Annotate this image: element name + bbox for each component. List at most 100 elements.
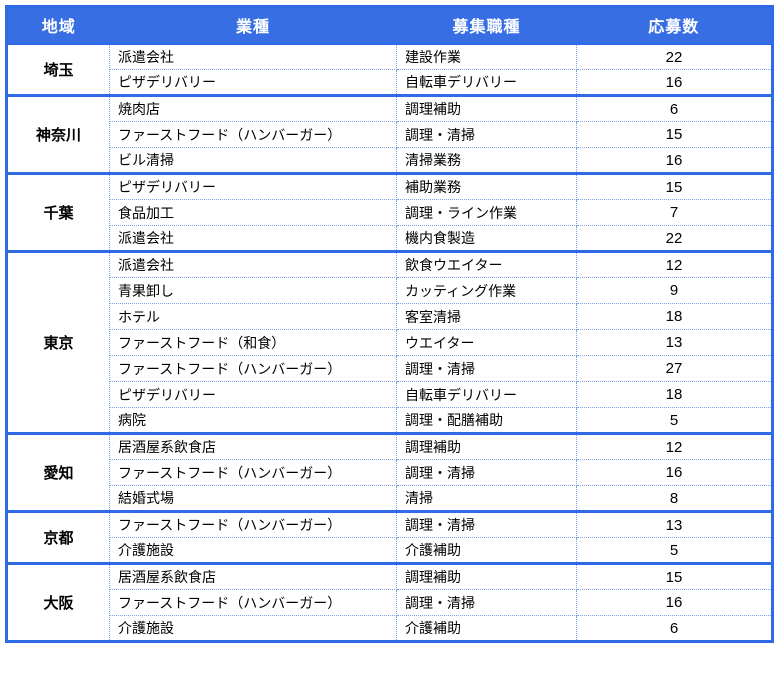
applications-cell: 15 [576,563,773,590]
applications-cell: 9 [576,277,773,304]
industry-cell: ファーストフード（ハンバーガー） [109,511,397,538]
job-type-cell: 調理・ライン作業 [396,199,577,226]
job-type-cell: 調理補助 [396,433,577,460]
job-type-cell: 調理・配膳補助 [396,407,577,434]
industry-cell: ファーストフード（和食） [109,329,397,356]
header-row: 地域 業種 募集職種 応募数 [6,6,773,44]
industry-cell: ピザデリバリー [109,381,397,408]
applications-cell: 13 [576,329,773,356]
header-region: 地域 [6,6,110,44]
job-type-cell: 建設作業 [396,43,577,70]
region-group: 大阪 居酒屋系飲食店 調理補助 15 ファーストフード（ハンバーガー） 調理・清掃 16 介護… [6,563,773,642]
industry-cell: 病院 [109,407,397,434]
table-row: 食品加工 調理・ライン作業 7 [7,199,773,226]
table-row: ファーストフード（和食） ウエイター 13 [7,329,773,356]
applications-cell: 7 [576,199,773,226]
job-type-cell: 飲食ウエイター [396,251,577,278]
region-cell: 東京 [6,251,110,434]
applications-cell: 15 [576,121,773,148]
table-row: ピザデリバリー 自転車デリバリー 16 [7,69,773,96]
header-applications: 応募数 [576,6,773,44]
table-row: ファーストフード（ハンバーガー） 調理・清掃 16 [7,459,773,486]
job-type-cell: 介護補助 [396,615,577,642]
table-row: 愛知 居酒屋系飲食店 調理補助 12 [6,433,773,512]
job-type-cell: 調理補助 [396,563,577,590]
job-type-cell: 調理・清掃 [396,121,577,148]
applications-cell: 16 [576,69,773,96]
table-row: 派遣会社 機内食製造 22 [7,225,773,252]
table-row: 神奈川 焼肉店 調理補助 6 [6,95,773,174]
industry-cell: 居酒屋系飲食店 [109,563,397,590]
job-type-cell: 補助業務 [396,173,577,200]
job-type-cell: カッティング作業 [396,277,577,304]
industry-cell: 食品加工 [109,199,397,226]
applications-table-wrap: 地域 業種 募集職種 応募数 埼玉 派遣会社 建設作業 22 ピザデリバリー 自転車デリバ… [5,5,774,643]
industry-cell: 青果卸し [109,277,397,304]
industry-cell: ファーストフード（ハンバーガー） [109,121,397,148]
job-type-cell: 調理・清掃 [396,355,577,382]
region-cell: 神奈川 [6,95,110,174]
table-row: 介護施設 介護補助 6 [7,615,773,642]
job-type-cell: 調理・清掃 [396,511,577,538]
industry-cell: 派遣会社 [109,43,397,70]
table-row: 青果卸し カッティング作業 9 [7,277,773,304]
applications-cell: 27 [576,355,773,382]
applications-table: 地域 業種 募集職種 応募数 埼玉 派遣会社 建設作業 22 ピザデリバリー 自転車デリバ… [5,5,774,643]
table-row: 千葉 ピザデリバリー 補助業務 15 [6,173,773,252]
table-row: ファーストフード（ハンバーガー） 調理・清掃 15 [7,121,773,148]
table-row: ファーストフード（ハンバーガー） 調理・清掃 16 [7,589,773,616]
applications-cell: 22 [576,225,773,252]
job-type-cell: 自転車デリバリー [396,69,577,96]
job-type-cell: 客室清掃 [396,303,577,330]
region-cell: 京都 [6,511,110,564]
region-group: 千葉 ピザデリバリー 補助業務 15 食品加工 調理・ライン作業 7 派遣会社 機内食製造 22 [6,173,773,252]
applications-cell: 6 [576,95,773,122]
industry-cell: 結婚式場 [109,485,397,512]
applications-cell: 6 [576,615,773,642]
job-type-cell: 調理・清掃 [396,589,577,616]
job-type-cell: 介護補助 [396,537,577,564]
table-row: ホテル 客室清掃 18 [7,303,773,330]
region-cell: 千葉 [6,173,110,252]
industry-cell: ピザデリバリー [109,173,397,200]
region-group: 埼玉 派遣会社 建設作業 22 ピザデリバリー 自転車デリバリー 16 [6,43,773,96]
table-row: 結婚式場 清掃 8 [7,485,773,512]
job-type-cell: 清掃 [396,485,577,512]
applications-cell: 16 [576,459,773,486]
industry-cell: ファーストフード（ハンバーガー） [109,355,397,382]
applications-cell: 13 [576,511,773,538]
applications-cell: 5 [576,407,773,434]
applications-cell: 18 [576,381,773,408]
table-row: 大阪 居酒屋系飲食店 調理補助 15 [6,563,773,642]
region-cell: 埼玉 [6,43,110,96]
industry-cell: 居酒屋系飲食店 [109,433,397,460]
applications-cell: 8 [576,485,773,512]
job-type-cell: 清掃業務 [396,147,577,174]
applications-cell: 16 [576,147,773,174]
industry-cell: 介護施設 [109,615,397,642]
job-type-cell: 機内食製造 [396,225,577,252]
table-row: 埼玉 派遣会社 建設作業 22 [6,43,773,96]
job-type-cell: ウエイター [396,329,577,356]
applications-cell: 22 [576,43,773,70]
industry-cell: 派遣会社 [109,251,397,278]
industry-cell: ビル清掃 [109,147,397,174]
region-group: 京都 ファーストフード（ハンバーガー） 調理・清掃 13 介護施設 介護補助 5 [6,511,773,564]
header-industry: 業種 [109,6,397,44]
job-type-cell: 調理・清掃 [396,459,577,486]
applications-cell: 18 [576,303,773,330]
table-row: 介護施設 介護補助 5 [7,537,773,564]
industry-cell: 派遣会社 [109,225,397,252]
applications-cell: 16 [576,589,773,616]
job-type-cell: 調理補助 [396,95,577,122]
industry-cell: ピザデリバリー [109,69,397,96]
industry-cell: ホテル [109,303,397,330]
region-group: 神奈川 焼肉店 調理補助 6 ファーストフード（ハンバーガー） 調理・清掃 15 ビル清掃 清掃… [6,95,773,174]
industry-cell: 焼肉店 [109,95,397,122]
region-cell: 大阪 [6,563,110,642]
table-row: ファーストフード（ハンバーガー） 調理・清掃 27 [7,355,773,382]
header-job-type: 募集職種 [396,6,577,44]
region-group: 東京 派遣会社 飲食ウエイター 12 青果卸し カッティング作業 9 ホテル 客室清掃 18 ファー… [6,251,773,434]
table-row: 東京 派遣会社 飲食ウエイター 12 [6,251,773,434]
table-row: 京都 ファーストフード（ハンバーガー） 調理・清掃 13 [6,511,773,564]
